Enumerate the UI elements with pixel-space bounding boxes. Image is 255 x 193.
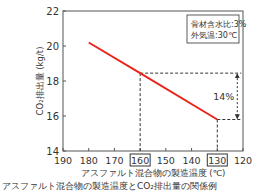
x-axis-label: アスファルト混合物の製造温度 (℃)	[81, 168, 226, 178]
x-tick-label: 130	[208, 155, 226, 166]
series-line	[89, 43, 218, 120]
x-tick	[114, 148, 115, 151]
x-tick	[88, 148, 89, 151]
tick-highlight	[130, 154, 150, 166]
guide-vertical	[140, 73, 141, 151]
note: 外気温:30℃	[191, 31, 237, 40]
chart: 1416182022190180170160150140130120アスファルト…	[0, 0, 255, 193]
y-tick	[63, 116, 66, 117]
series-group	[89, 43, 218, 120]
x-tick	[191, 148, 192, 151]
plot-frame	[63, 11, 243, 151]
y-tick-label: 20	[46, 41, 59, 52]
y-tick	[63, 81, 66, 82]
x-tick-label: 170	[105, 155, 123, 166]
guide-vertical	[217, 120, 218, 152]
x-tick	[63, 148, 64, 151]
y-tick-label: 18	[46, 76, 59, 87]
y-tick-label: 22	[46, 6, 59, 17]
x-tick	[165, 148, 166, 151]
x-tick-label: 190	[54, 155, 72, 166]
y-axis-label: CO₂排出量 (kg/t)	[35, 47, 45, 116]
guide-horizontal	[217, 119, 241, 120]
x-tick	[243, 148, 244, 151]
y-tick-label: 16	[46, 111, 59, 122]
tick-highlight	[207, 154, 227, 166]
x-tick-label: 180	[80, 155, 98, 166]
note: 骨材含水比:3%	[191, 20, 247, 29]
caption: アスファルト混合物の製造温度とCO₂排出量の関係例	[2, 181, 217, 191]
x-tick-label: 160	[131, 155, 149, 166]
annotation: 14%	[213, 91, 234, 102]
x-tick-label: 140	[183, 155, 201, 166]
x-tick-label: 120	[234, 155, 252, 166]
reduction-arrow	[237, 74, 238, 118]
y-tick	[63, 46, 66, 47]
guide-horizontal	[140, 73, 241, 74]
x-tick-label: 150	[157, 155, 175, 166]
y-tick	[63, 11, 66, 12]
